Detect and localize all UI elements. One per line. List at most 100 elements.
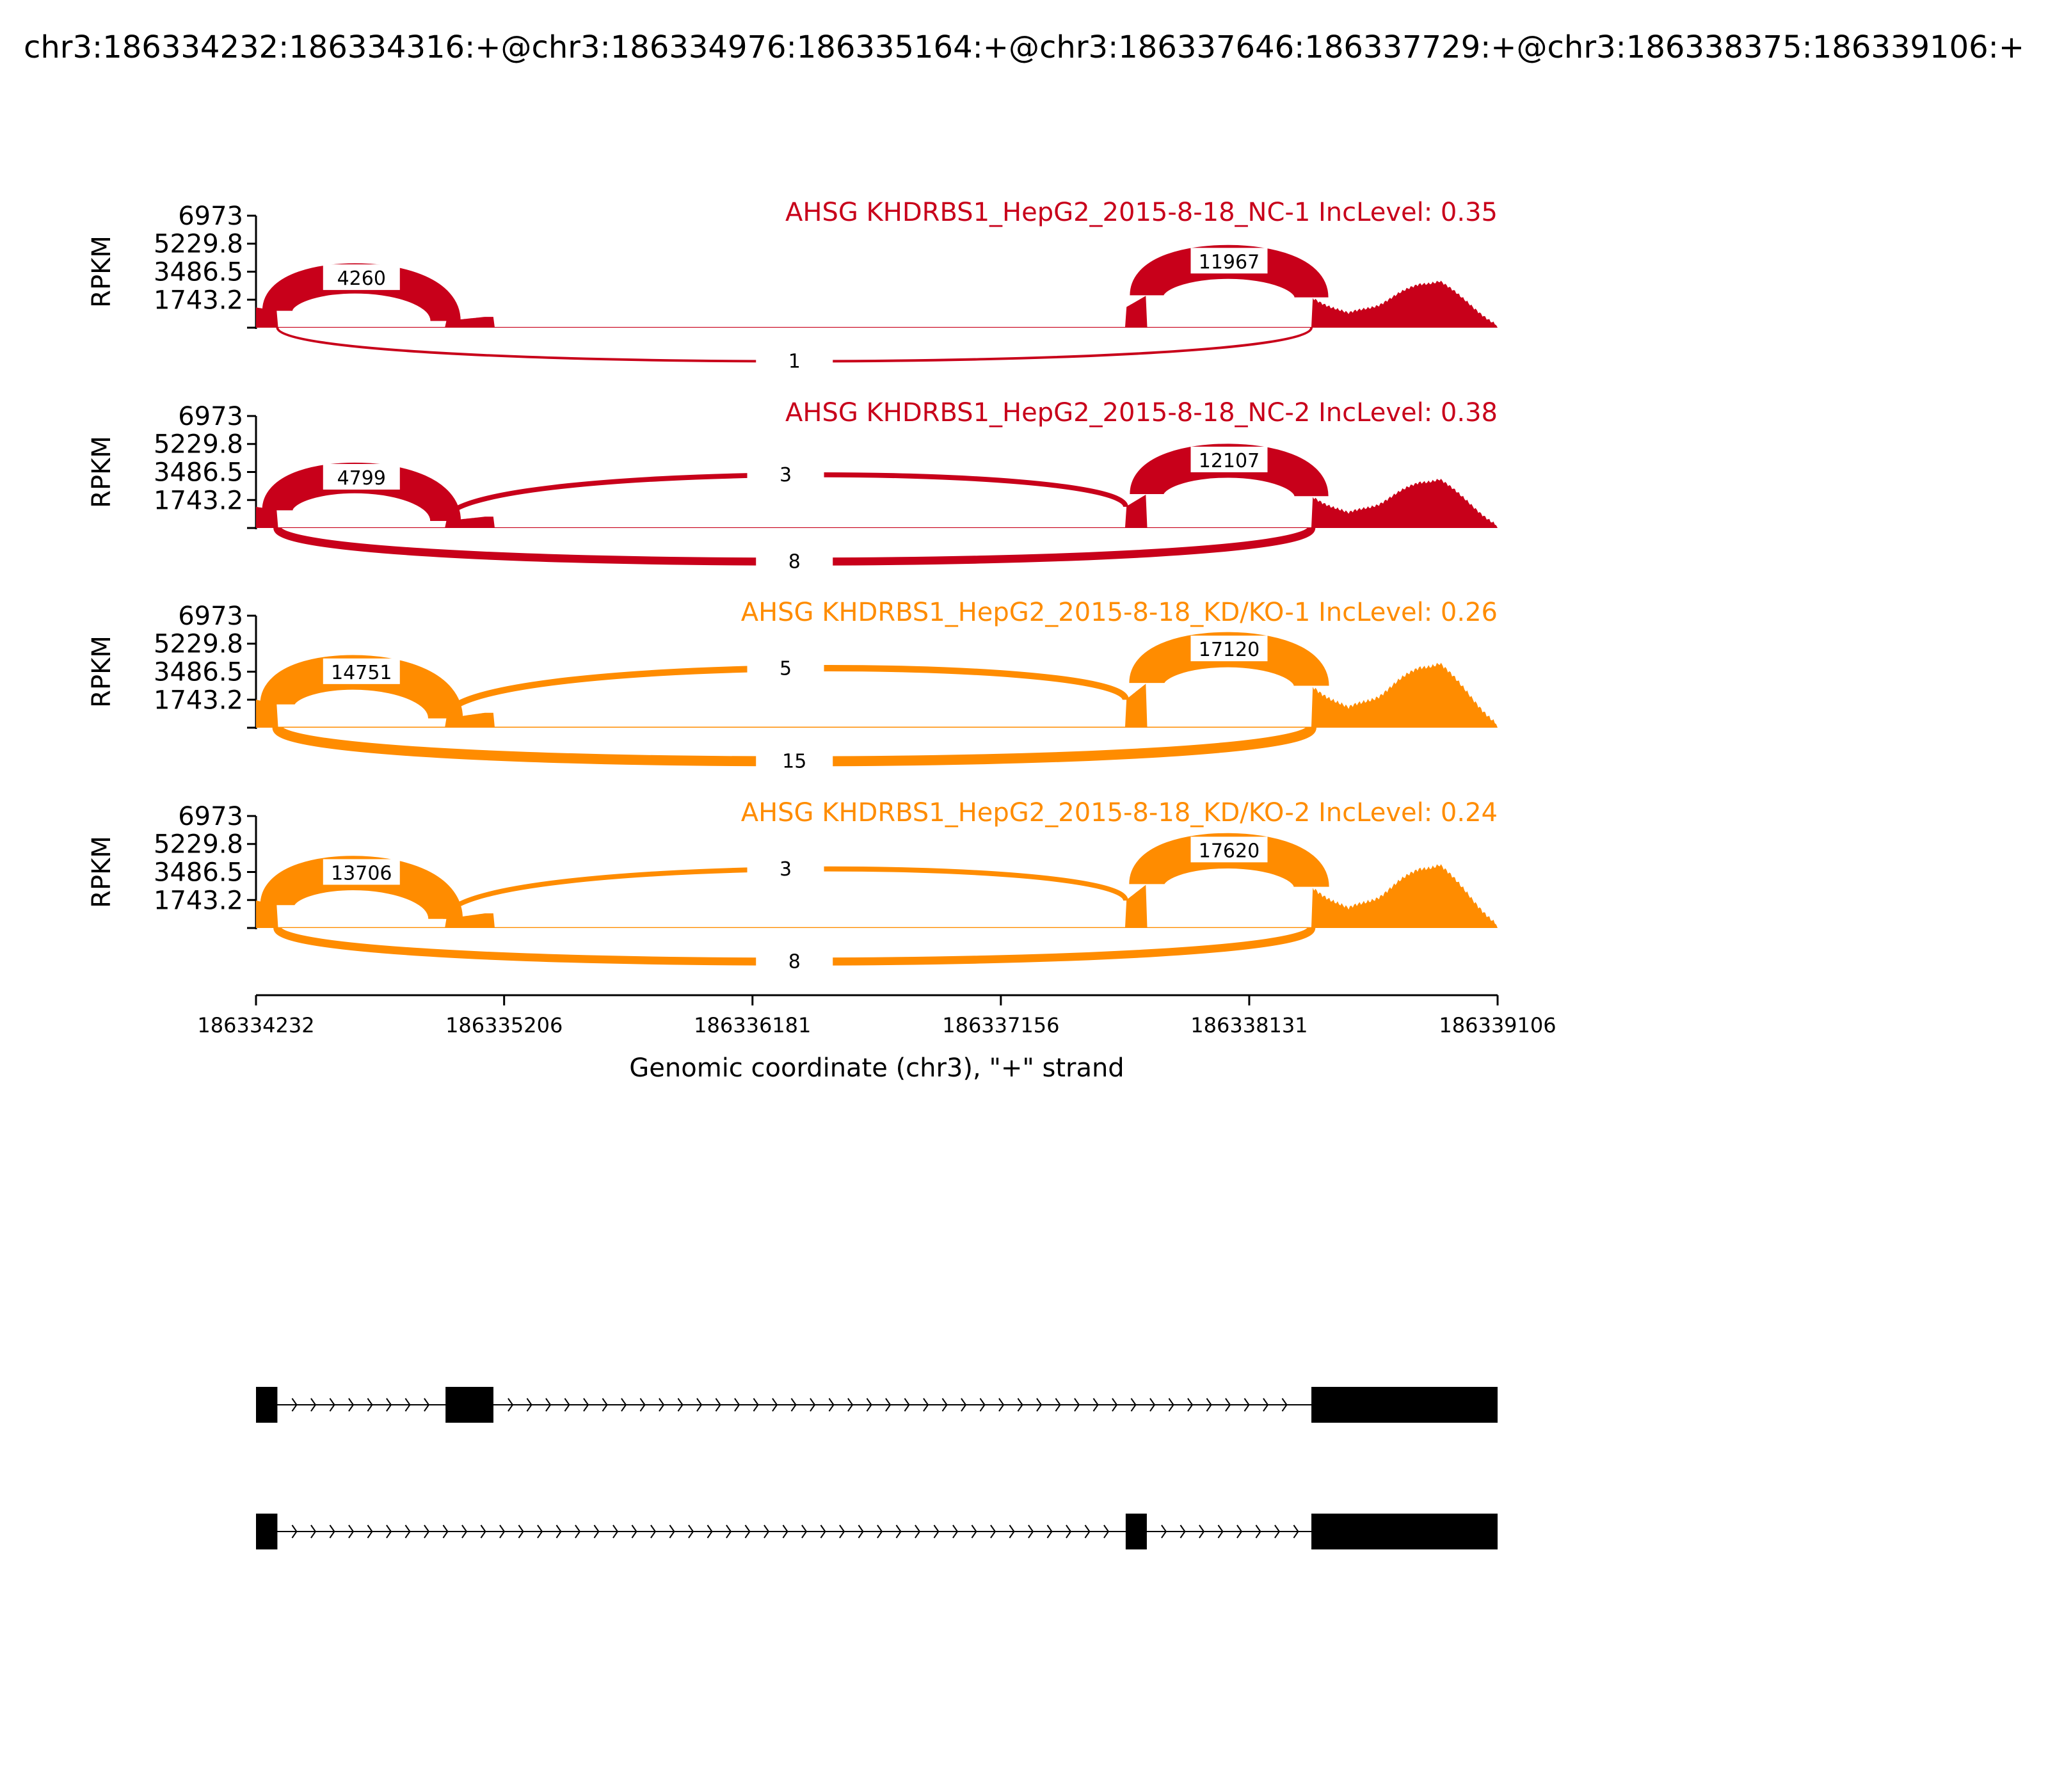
x-tick-label: 186335206 — [445, 1013, 563, 1037]
x-axis-label: Genomic coordinate (chr3), "+" strand — [629, 1053, 1124, 1083]
strand-arrow — [707, 1524, 713, 1539]
strand-arrow — [650, 1524, 657, 1539]
junction-label-bg — [1190, 446, 1268, 472]
strand-arrow — [480, 1524, 486, 1539]
x-tick-label: 186338131 — [1190, 1013, 1308, 1037]
exon-block — [256, 1387, 278, 1423]
strand-arrow — [564, 1398, 570, 1412]
junction-count: 17120 — [1199, 639, 1260, 661]
strand-arrow — [1149, 1398, 1156, 1412]
junction-label-bg — [1190, 836, 1268, 863]
strand-arrow — [1036, 1398, 1043, 1412]
strand-arrow — [1263, 1398, 1269, 1412]
strand-arrow — [688, 1524, 694, 1539]
junction-label-bg — [1190, 248, 1268, 274]
y-tick-label: 3486.5 — [154, 458, 243, 488]
strand-arrow — [764, 1524, 770, 1539]
strand-arrow — [424, 1524, 430, 1539]
strand-arrow — [715, 1398, 721, 1412]
strand-arrow — [877, 1524, 883, 1539]
strand-arrow — [677, 1398, 684, 1412]
isoform — [256, 1514, 1498, 1549]
strand-arrow — [329, 1524, 335, 1539]
coverage-area — [256, 479, 1498, 528]
strand-arrow — [1236, 1524, 1243, 1539]
junction-count: 1 — [788, 351, 801, 373]
y-tick-label: 1743.2 — [154, 685, 243, 715]
junction-count: 4799 — [337, 467, 386, 490]
strand-arrow — [990, 1524, 996, 1539]
strand-arrow — [367, 1398, 373, 1412]
strand-arrow — [820, 1524, 826, 1539]
y-tick-label: 6973 — [178, 402, 243, 431]
strand-arrow — [1130, 1398, 1137, 1412]
coverage-area — [256, 280, 1498, 328]
strand-arrow — [1274, 1524, 1281, 1539]
junction-count: 8 — [788, 551, 801, 573]
y-tick-label: 5229.8 — [154, 230, 243, 259]
strand-arrow — [669, 1524, 675, 1539]
y-axis-label: RPKM — [87, 236, 116, 308]
junction-label-bg — [747, 461, 824, 487]
y-tick-label: 1743.2 — [154, 886, 243, 915]
y-tick-label: 3486.5 — [154, 258, 243, 287]
strand-arrow — [386, 1398, 392, 1412]
y-tick-label: 5229.8 — [154, 630, 243, 659]
strand-arrow — [621, 1398, 627, 1412]
isoform — [256, 1387, 1498, 1423]
strand-arrow — [291, 1398, 298, 1412]
junction-label-bg — [323, 463, 400, 490]
y-tick-label: 6973 — [178, 202, 243, 231]
strand-arrow — [442, 1524, 449, 1539]
y-axis-label: RPKM — [87, 836, 116, 908]
strand-arrow — [545, 1398, 552, 1412]
strand-arrow — [556, 1524, 562, 1539]
strand-arrow — [941, 1398, 948, 1412]
strand-arrow — [1281, 1398, 1288, 1412]
strand-arrow — [952, 1524, 959, 1539]
strand-arrow — [631, 1524, 637, 1539]
junction-label-bg — [323, 859, 400, 885]
strand-arrow — [1255, 1524, 1261, 1539]
strand-arrow — [1028, 1524, 1034, 1539]
strand-arrow — [1017, 1398, 1023, 1412]
strand-arrow — [329, 1398, 335, 1412]
sample-title: AHSG KHDRBS1_HepG2_2015-8-18_NC-2 IncLev… — [785, 398, 1498, 428]
x-tick-label: 186334232 — [197, 1013, 314, 1037]
strand-arrow — [1112, 1398, 1118, 1412]
exon-block — [445, 1387, 493, 1423]
y-tick-label: 3486.5 — [154, 858, 243, 888]
strand-arrow — [801, 1524, 808, 1539]
y-axis-label: RPKM — [87, 436, 116, 508]
strand-arrow — [726, 1524, 732, 1539]
exon-block — [1125, 1514, 1147, 1549]
strand-arrow — [518, 1524, 524, 1539]
strand-arrow — [348, 1398, 355, 1412]
junction-count: 17620 — [1199, 840, 1260, 862]
strand-arrow — [933, 1524, 940, 1539]
junction-label-bg — [323, 658, 400, 684]
strand-arrow — [772, 1398, 778, 1412]
junction-count: 3 — [780, 464, 792, 486]
strand-arrow — [1092, 1398, 1099, 1412]
strand-arrow — [386, 1524, 392, 1539]
exon-block — [1311, 1514, 1498, 1549]
strand-arrow — [367, 1524, 373, 1539]
coverage-area — [256, 864, 1498, 928]
strand-arrow — [858, 1524, 864, 1539]
strand-arrow — [508, 1398, 514, 1412]
strand-arrow — [659, 1398, 665, 1412]
strand-arrow — [1055, 1398, 1061, 1412]
strand-arrow — [1187, 1398, 1194, 1412]
strand-arrow — [348, 1524, 355, 1539]
strand-arrow — [895, 1524, 902, 1539]
strand-arrow — [1009, 1524, 1015, 1539]
junction-count: 13706 — [331, 862, 392, 884]
strand-arrow — [593, 1524, 600, 1539]
strand-arrow — [1161, 1524, 1167, 1539]
strand-arrow — [971, 1524, 977, 1539]
junction-count: 14751 — [331, 662, 392, 684]
